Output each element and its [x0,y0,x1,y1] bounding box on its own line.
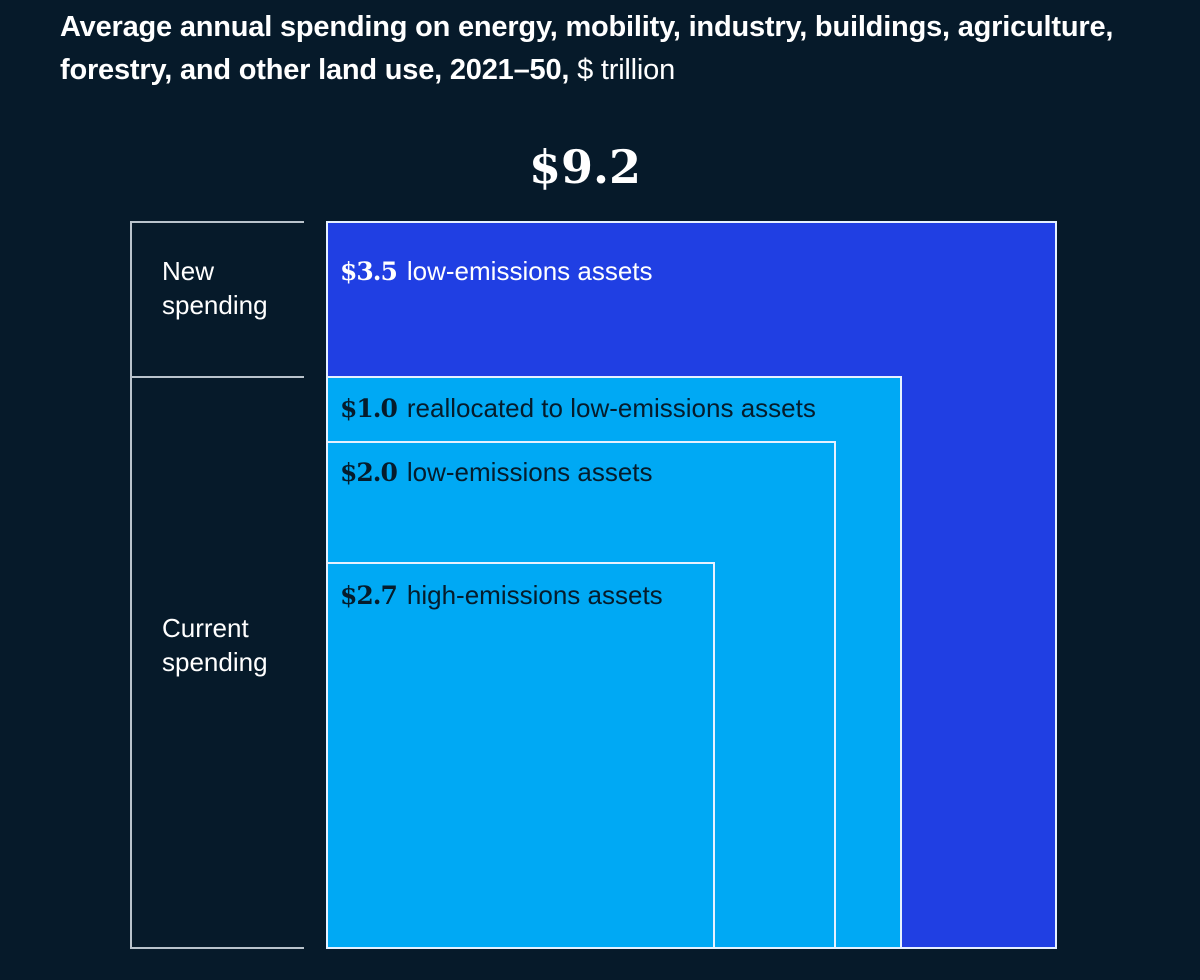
segment-description: low-emissions assets [406,457,653,487]
segment-value: $1.0 [340,394,398,423]
chart-title-main: Average annual spending on energy, mobil… [60,11,1114,86]
segment-label-1: $3.5 low-emissions assets [340,256,653,287]
group-label-current-spending: Current spending [162,613,268,677]
segment-label-4: $2.7 high-emissions assets [340,580,663,611]
group-new-spending-box [130,221,302,378]
group-label-new-spending: New spending [162,256,268,320]
segment-value: $3.5 [340,257,398,286]
group-top-line [130,221,304,223]
segment-description: reallocated to low-emissions assets [406,393,816,423]
segment-description: high-emissions assets [406,580,663,610]
chart-title-unit: $ trillion [577,54,676,86]
chart-title: Average annual spending on energy, mobil… [60,6,1160,92]
segment-description: low-emissions assets [406,256,653,286]
segment-value: $2.0 [340,458,398,487]
segment-label-2: $1.0 reallocated to low-emissions assets [340,393,816,424]
segment-value: $2.7 [340,581,398,610]
group-current-spending-box [130,377,302,949]
area-segment-4 [326,562,715,949]
segment-label-3: $2.0 low-emissions assets [340,457,653,488]
total-value-label: $9.2 [528,140,642,194]
group-bottom-line [130,947,304,949]
group-divider-line [130,376,304,378]
